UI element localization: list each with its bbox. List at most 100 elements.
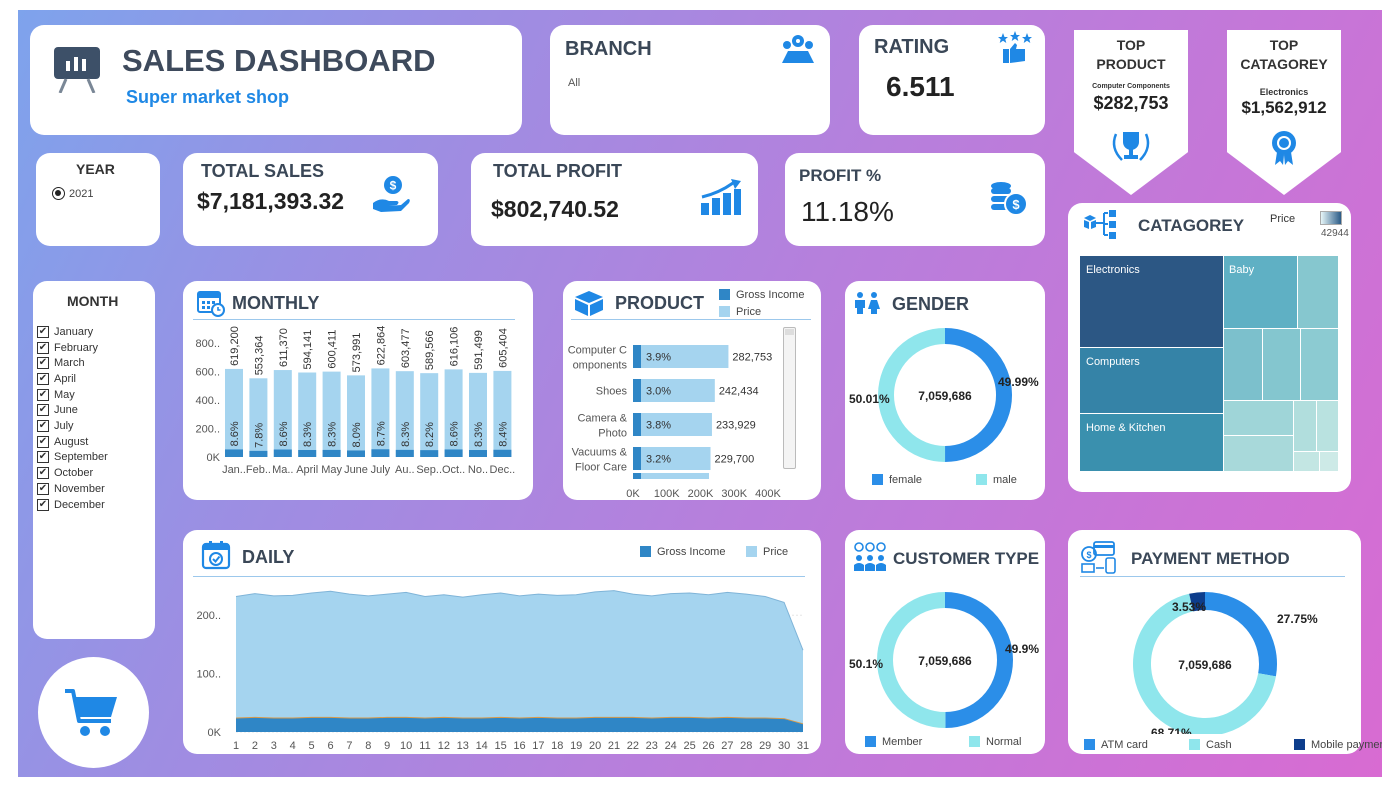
- treemap-cell[interactable]: [1294, 401, 1316, 451]
- treemap-cell[interactable]: [1224, 329, 1262, 400]
- bar-gross-income: [420, 450, 439, 457]
- boxes-icon: [573, 289, 605, 317]
- branch-filter-value[interactable]: All: [568, 77, 581, 89]
- month-option-november[interactable]: ✔ November: [37, 481, 105, 497]
- x-tick-label: 200K: [688, 488, 714, 499]
- bar-pct-label: 3.0%: [646, 386, 671, 398]
- checkbox[interactable]: ✔: [37, 341, 49, 354]
- donut-segment-cash: [1133, 593, 1276, 734]
- month-option-june[interactable]: ✔ June: [37, 403, 78, 419]
- treemap-cell[interactable]: [1298, 256, 1338, 328]
- bar-gross-income: [493, 449, 512, 457]
- bar-price: [633, 345, 729, 368]
- coins-icon: $: [989, 180, 1029, 218]
- svg-text:$: $: [390, 179, 397, 193]
- bar-value-label: 616,106: [449, 327, 461, 367]
- category-legend-title: Price: [1270, 213, 1296, 225]
- gender-title: GENDER: [892, 294, 970, 314]
- checkbox[interactable]: ✔: [37, 404, 49, 417]
- year-radio-option[interactable]: 2021: [52, 187, 93, 200]
- treemap-cell-electronics[interactable]: Electronics: [1080, 256, 1223, 347]
- treemap-cell[interactable]: [1263, 329, 1300, 400]
- treemap-cell[interactable]: [1301, 329, 1338, 400]
- bar-value-label: 553,364: [253, 336, 265, 376]
- checkbox[interactable]: ✔: [37, 372, 49, 385]
- bar-gross-income: [322, 449, 341, 457]
- bar-pct-label: 7.8%: [253, 423, 265, 448]
- gender-card: GENDER 7,059,686 50.01% 49.99% female male: [845, 281, 1045, 500]
- product-label: Photo: [598, 428, 627, 440]
- treemap-cell[interactable]: [1317, 401, 1338, 451]
- customer-type-donut-chart: 7,059,686 50.1% 49.9%: [849, 592, 1039, 728]
- checkbox[interactable]: ✔: [37, 467, 49, 480]
- month-option-march[interactable]: ✔ March: [37, 355, 85, 371]
- payment-legend-cash: Cash: [1189, 736, 1232, 754]
- donut-pct-label: 27.75%: [1277, 612, 1318, 626]
- donut-segment-male: [878, 328, 946, 462]
- treemap-cell[interactable]: [1224, 436, 1293, 471]
- treemap-cell[interactable]: [1294, 452, 1319, 471]
- top-product-name: Computer Components: [1092, 83, 1170, 90]
- x-tick-label: 12: [438, 740, 450, 752]
- checkbox[interactable]: ✔: [37, 435, 49, 448]
- treemap-cell-computers[interactable]: Computers: [1080, 348, 1223, 413]
- bar-gross-income: [469, 450, 487, 457]
- x-tick-label: 10: [400, 740, 412, 752]
- month-label: September: [54, 451, 108, 464]
- month-option-april[interactable]: ✔ April: [37, 371, 76, 387]
- bar-value-label: 603,477: [400, 328, 412, 368]
- month-option-october[interactable]: ✔ October: [37, 465, 93, 481]
- checkbox[interactable]: ✔: [37, 357, 49, 370]
- month-option-july[interactable]: ✔ July: [37, 418, 74, 434]
- donut-pct-label: 3.53%: [1172, 600, 1206, 614]
- checkbox[interactable]: ✔: [37, 420, 49, 433]
- x-tick-label: Oct..: [442, 464, 465, 476]
- product-scrollbar[interactable]: [783, 327, 796, 469]
- x-tick-label: May: [321, 464, 342, 476]
- payment-legend-atm: ATM card: [1084, 736, 1148, 754]
- treemap-cell-baby[interactable]: Baby: [1224, 256, 1297, 328]
- dollar-hand-icon: $: [371, 175, 411, 215]
- bar-value-label: 591,499: [473, 330, 485, 370]
- x-tick-label: 28: [740, 740, 752, 752]
- month-option-december[interactable]: ✔ December: [37, 497, 105, 513]
- treemap-cell[interactable]: [1224, 401, 1293, 435]
- x-tick-label: 5: [309, 740, 315, 752]
- month-option-august[interactable]: ✔ August: [37, 434, 88, 450]
- cart-button[interactable]: [38, 657, 149, 768]
- bar-gross-income: [347, 450, 365, 457]
- radio-button[interactable]: [52, 187, 65, 200]
- checkbox[interactable]: ✔: [37, 482, 49, 495]
- treemap-cell-home-kitchen[interactable]: Home & Kitchen: [1080, 414, 1223, 471]
- month-label: October: [54, 467, 94, 480]
- daily-area-chart: 200..100..0K1 2 3 4 5 6 7 8 9 10 11 12 13 14 15 16 17 18 1…: [197, 590, 809, 752]
- x-tick-label: 2: [252, 740, 258, 752]
- month-option-february[interactable]: ✔ February: [37, 340, 98, 356]
- month-label: January: [54, 325, 94, 338]
- month-option-may[interactable]: ✔ May: [37, 387, 75, 403]
- checkbox[interactable]: ✔: [37, 388, 49, 401]
- bar-pct-label: 3.2%: [646, 454, 671, 466]
- bar-price: [225, 368, 243, 457]
- x-tick-label: 11: [419, 740, 430, 752]
- x-tick-label: July: [371, 464, 391, 476]
- category-treemap: Electronics Computers Home & Kitchen Bab…: [1080, 256, 1340, 471]
- bar-gross-income: [395, 449, 414, 457]
- checkbox[interactable]: ✔: [37, 325, 49, 338]
- total-profit-title: TOTAL PROFIT: [493, 161, 622, 181]
- treemap-cell[interactable]: [1320, 452, 1338, 471]
- month-option-january[interactable]: ✔ January: [37, 324, 93, 340]
- branch-card[interactable]: BRANCH All: [550, 25, 830, 135]
- x-tick-label: 21: [608, 740, 620, 752]
- page-subtitle: Super market shop: [126, 87, 290, 107]
- month-option-september[interactable]: ✔ September: [37, 450, 108, 466]
- x-tick-label: 0K: [626, 488, 640, 499]
- bar-value-label: 229,700: [715, 454, 755, 466]
- checkbox[interactable]: ✔: [37, 498, 49, 511]
- x-tick-label: 15: [494, 740, 506, 752]
- checkbox[interactable]: ✔: [37, 451, 49, 464]
- payment-legend-mobile: Mobile payment: [1294, 736, 1382, 754]
- top-category-name: Electronics: [1259, 87, 1309, 97]
- payment-title: PAYMENT METHOD: [1131, 549, 1290, 568]
- top-category-ribbon: TOP CATAGOREY Electronics $1,562,912: [1227, 30, 1341, 195]
